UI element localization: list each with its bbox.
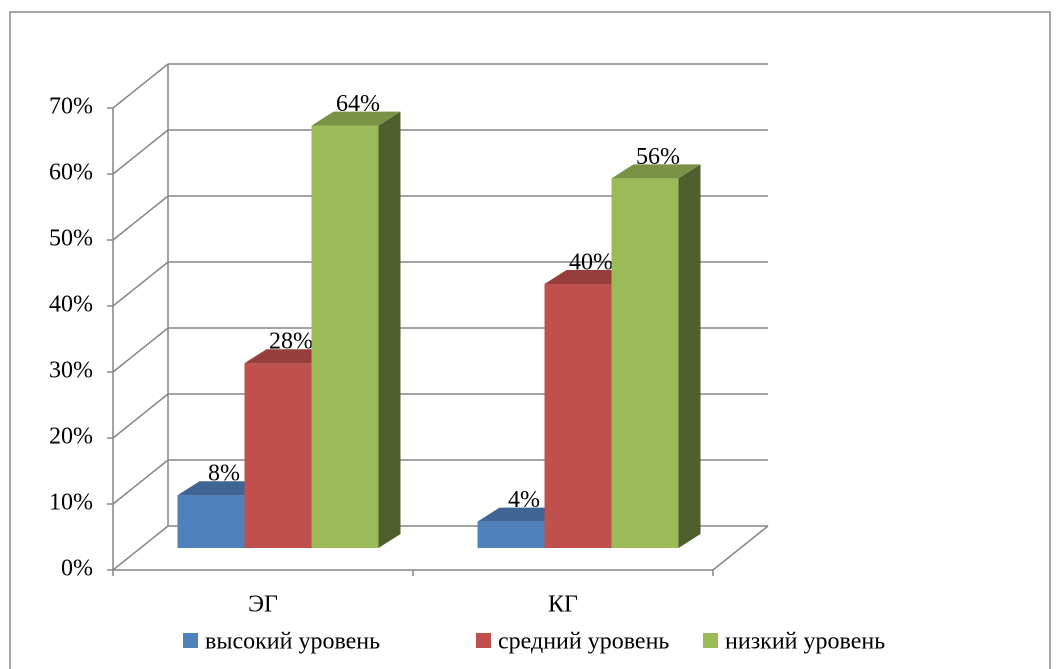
grid-line [112,261,169,307]
data-label: 8% [208,461,240,487]
grid-line [112,393,169,439]
data-label: 28% [269,329,313,355]
bar [611,178,679,548]
data-label: 56% [636,144,680,170]
legend-label: низкий уровень [725,629,885,655]
grid-line [112,195,169,241]
legend-swatch [703,633,718,648]
legend-label: высокий уровень [205,629,380,655]
grid-line [112,327,169,373]
x-tick-label: КГ [548,592,578,618]
grid-line [112,459,169,505]
bar [544,284,612,548]
bar [244,363,312,548]
y-tick-label: 0% [61,556,93,582]
data-label: 64% [336,91,380,117]
bar-side [678,164,701,548]
floor-line [712,525,769,571]
y-tick-label: 10% [49,490,93,516]
bar-top [544,270,634,284]
data-label: 40% [569,250,613,276]
bar [477,521,545,548]
bar-top [477,507,567,522]
bar-top [244,349,334,364]
bar-side [378,111,401,548]
grid-line [112,129,169,175]
grid-line [112,63,169,109]
bar [311,125,379,548]
bar-top [611,164,701,179]
y-tick-label: 50% [49,226,93,252]
y-tick-label: 60% [49,160,93,186]
legend-label: средний уровень [498,629,669,655]
grid-line [112,525,169,571]
y-tick-label: 20% [49,424,93,450]
y-tick-label: 30% [49,358,93,384]
legend-swatch [183,633,198,648]
chart-frame [9,11,1051,669]
y-tick-label: 40% [49,292,93,318]
legend-swatch [476,633,491,648]
data-label: 4% [508,487,540,513]
bar [177,495,245,548]
bar-top [177,481,267,496]
y-tick-label: 70% [49,94,93,120]
x-tick-label: ЭГ [248,592,278,618]
bar-top [311,111,401,126]
